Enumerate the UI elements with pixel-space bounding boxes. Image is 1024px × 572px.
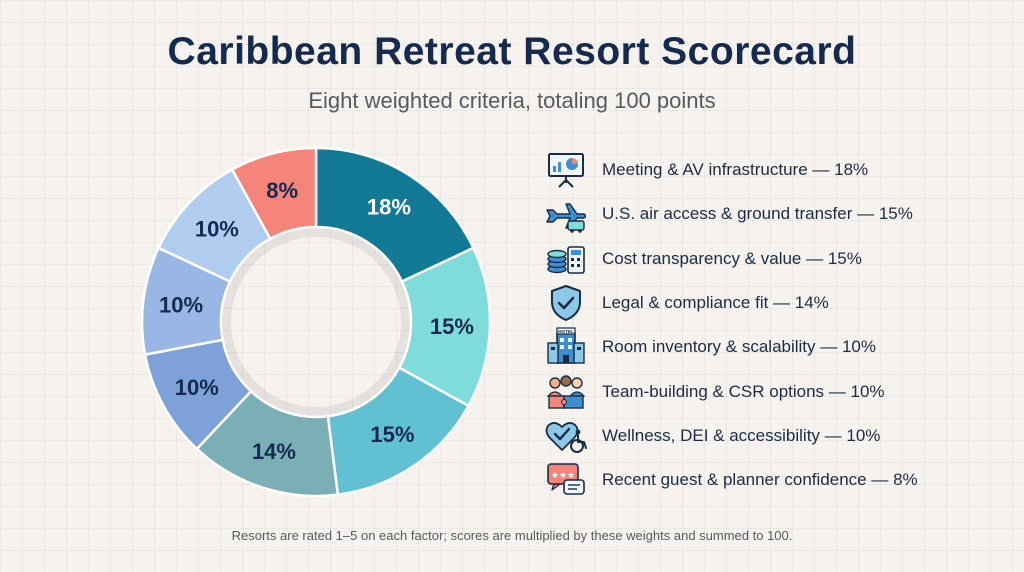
legend-item-team-building: Team-building & CSR options — 10% [544,369,984,413]
donut-slice [230,146,318,241]
slice-value-label: 10% [159,292,203,317]
legend-label: Room inventory & scalability — 10% [602,337,877,357]
legend-item-guest-confidence: ★★★ Recent guest & planner confidence — … [544,458,984,502]
legend-label: Cost transparency & value — 15% [602,248,862,268]
team-puzzle-icon [544,372,588,412]
legend-label: Legal & compliance fit — 14% [602,293,829,313]
slice-value-label: 14% [252,439,296,464]
svg-text:★★★: ★★★ [551,471,575,481]
slice-value-label: 10% [175,375,219,400]
svg-text:HOTEL: HOTEL [558,329,574,334]
heart-accessibility-icon [544,416,588,456]
hotel-building-icon: HOTEL [544,327,588,367]
donut-slices [140,146,492,498]
legend-label: Wellness, DEI & accessibility — 10% [602,425,881,445]
legend-label: Team-building & CSR options — 10% [602,381,885,401]
legend-item-meeting-av: Meeting & AV infrastructure — 18% [544,148,984,192]
page-title: Caribbean Retreat Resort Scorecard [167,30,857,73]
shield-check-icon [544,283,588,323]
slice-value-label: 15% [370,422,414,447]
legend-label: U.S. air access & ground transfer — 15% [602,204,913,224]
legend-label: Recent guest & planner confidence — 8% [602,470,918,490]
airplane-shuttle-icon [544,194,588,234]
legend: Meeting & AV infrastructure — 18% U.S. a… [544,148,984,502]
legend-item-air-access: U.S. air access & ground transfer — 15% [544,192,984,236]
presentation-board-icon [544,150,588,190]
slice-value-label: 18% [367,195,411,220]
legend-item-legal: Legal & compliance fit — 14% [544,281,984,325]
page-subtitle: Eight weighted criteria, totaling 100 po… [308,88,716,113]
slice-value-label: 10% [195,216,239,241]
review-stars-icon: ★★★ [544,460,588,500]
donut-inner-shadow [221,227,411,417]
footnote: Resorts are rated 1–5 on each factor; sc… [231,528,793,543]
legend-item-room-inventory: HOTEL Room inventory & scalability — 10% [544,325,984,369]
legend-item-cost: Cost transparency & value — 15% [544,237,984,281]
legend-label: Meeting & AV infrastructure — 18% [602,160,869,180]
slice-value-label: 15% [430,314,474,339]
legend-item-wellness: Wellness, DEI & accessibility — 10% [544,414,984,458]
donut-slice-labels: 18% 15% 15% 14% 10% 10% 10% 8% [159,178,474,464]
donut-chart: 18% 15% 15% 14% 10% 10% 10% 8% [140,146,492,498]
coins-calculator-icon [544,239,588,279]
slice-value-label: 8% [266,178,298,203]
